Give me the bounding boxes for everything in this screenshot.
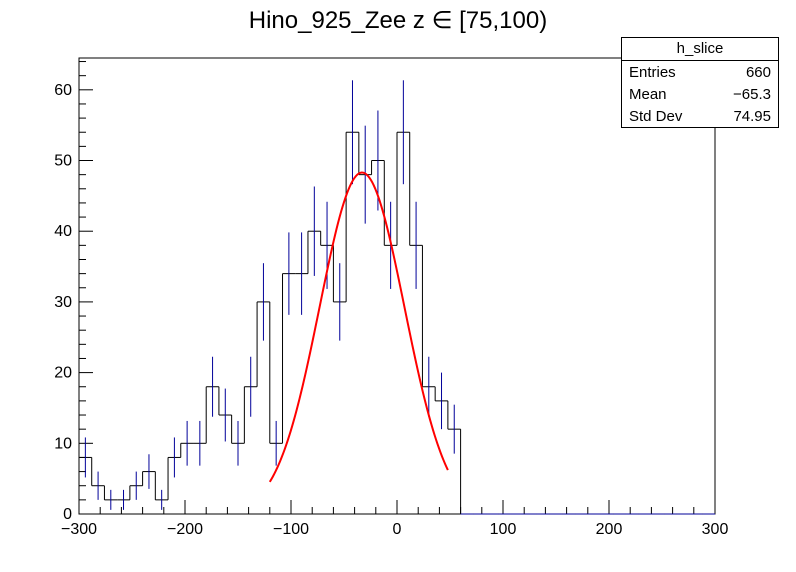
title-main: Hino_925_Zee z: [248, 7, 425, 34]
x-tick-label: −100: [273, 521, 309, 538]
title-range: [75,100): [459, 7, 548, 34]
y-tick-label: 50: [54, 153, 72, 170]
y-tick-label: 0: [63, 506, 72, 523]
chart-title: Hino_925_Zee z ∈ [75,100): [0, 6, 796, 35]
element-of-symbol: ∈: [431, 7, 453, 34]
stats-row-mean: Mean −65.3: [622, 84, 778, 106]
y-tick-label: 20: [54, 365, 72, 382]
x-tick-label: 100: [490, 521, 517, 538]
x-tick-label: 300: [702, 521, 729, 538]
x-tick-label: −300: [61, 521, 97, 538]
x-tick-label: 200: [596, 521, 623, 538]
gaussian-fit-curve: [268, 171, 449, 483]
axis-ticks: [78, 61, 716, 515]
mean-label: Mean: [629, 86, 667, 103]
x-tick-label: −200: [167, 521, 203, 538]
mean-value: −65.3: [733, 86, 771, 103]
y-tick-label: 60: [54, 82, 72, 99]
error-bars: [84, 80, 715, 515]
y-tick-label: 30: [54, 294, 72, 311]
axis-tick-labels: −300 −200 −100 0 100 200 300 0 10 20 30 40 50 60: [54, 82, 728, 538]
stddev-value: 74.95: [733, 108, 771, 125]
entries-value: 660: [745, 64, 771, 81]
entries-label: Entries: [629, 64, 676, 81]
stats-row-entries: Entries 660: [622, 62, 778, 84]
y-tick-label: 40: [54, 223, 72, 240]
x-tick-label: 0: [393, 521, 402, 538]
stats-box-title: h_slice: [622, 38, 778, 61]
stats-box: h_slice Entries 660 Mean −65.3 Std Dev 7…: [621, 37, 779, 128]
stats-row-stddev: Std Dev 74.95: [622, 106, 778, 128]
y-tick-label: 10: [54, 435, 72, 452]
stddev-label: Std Dev: [629, 108, 683, 125]
